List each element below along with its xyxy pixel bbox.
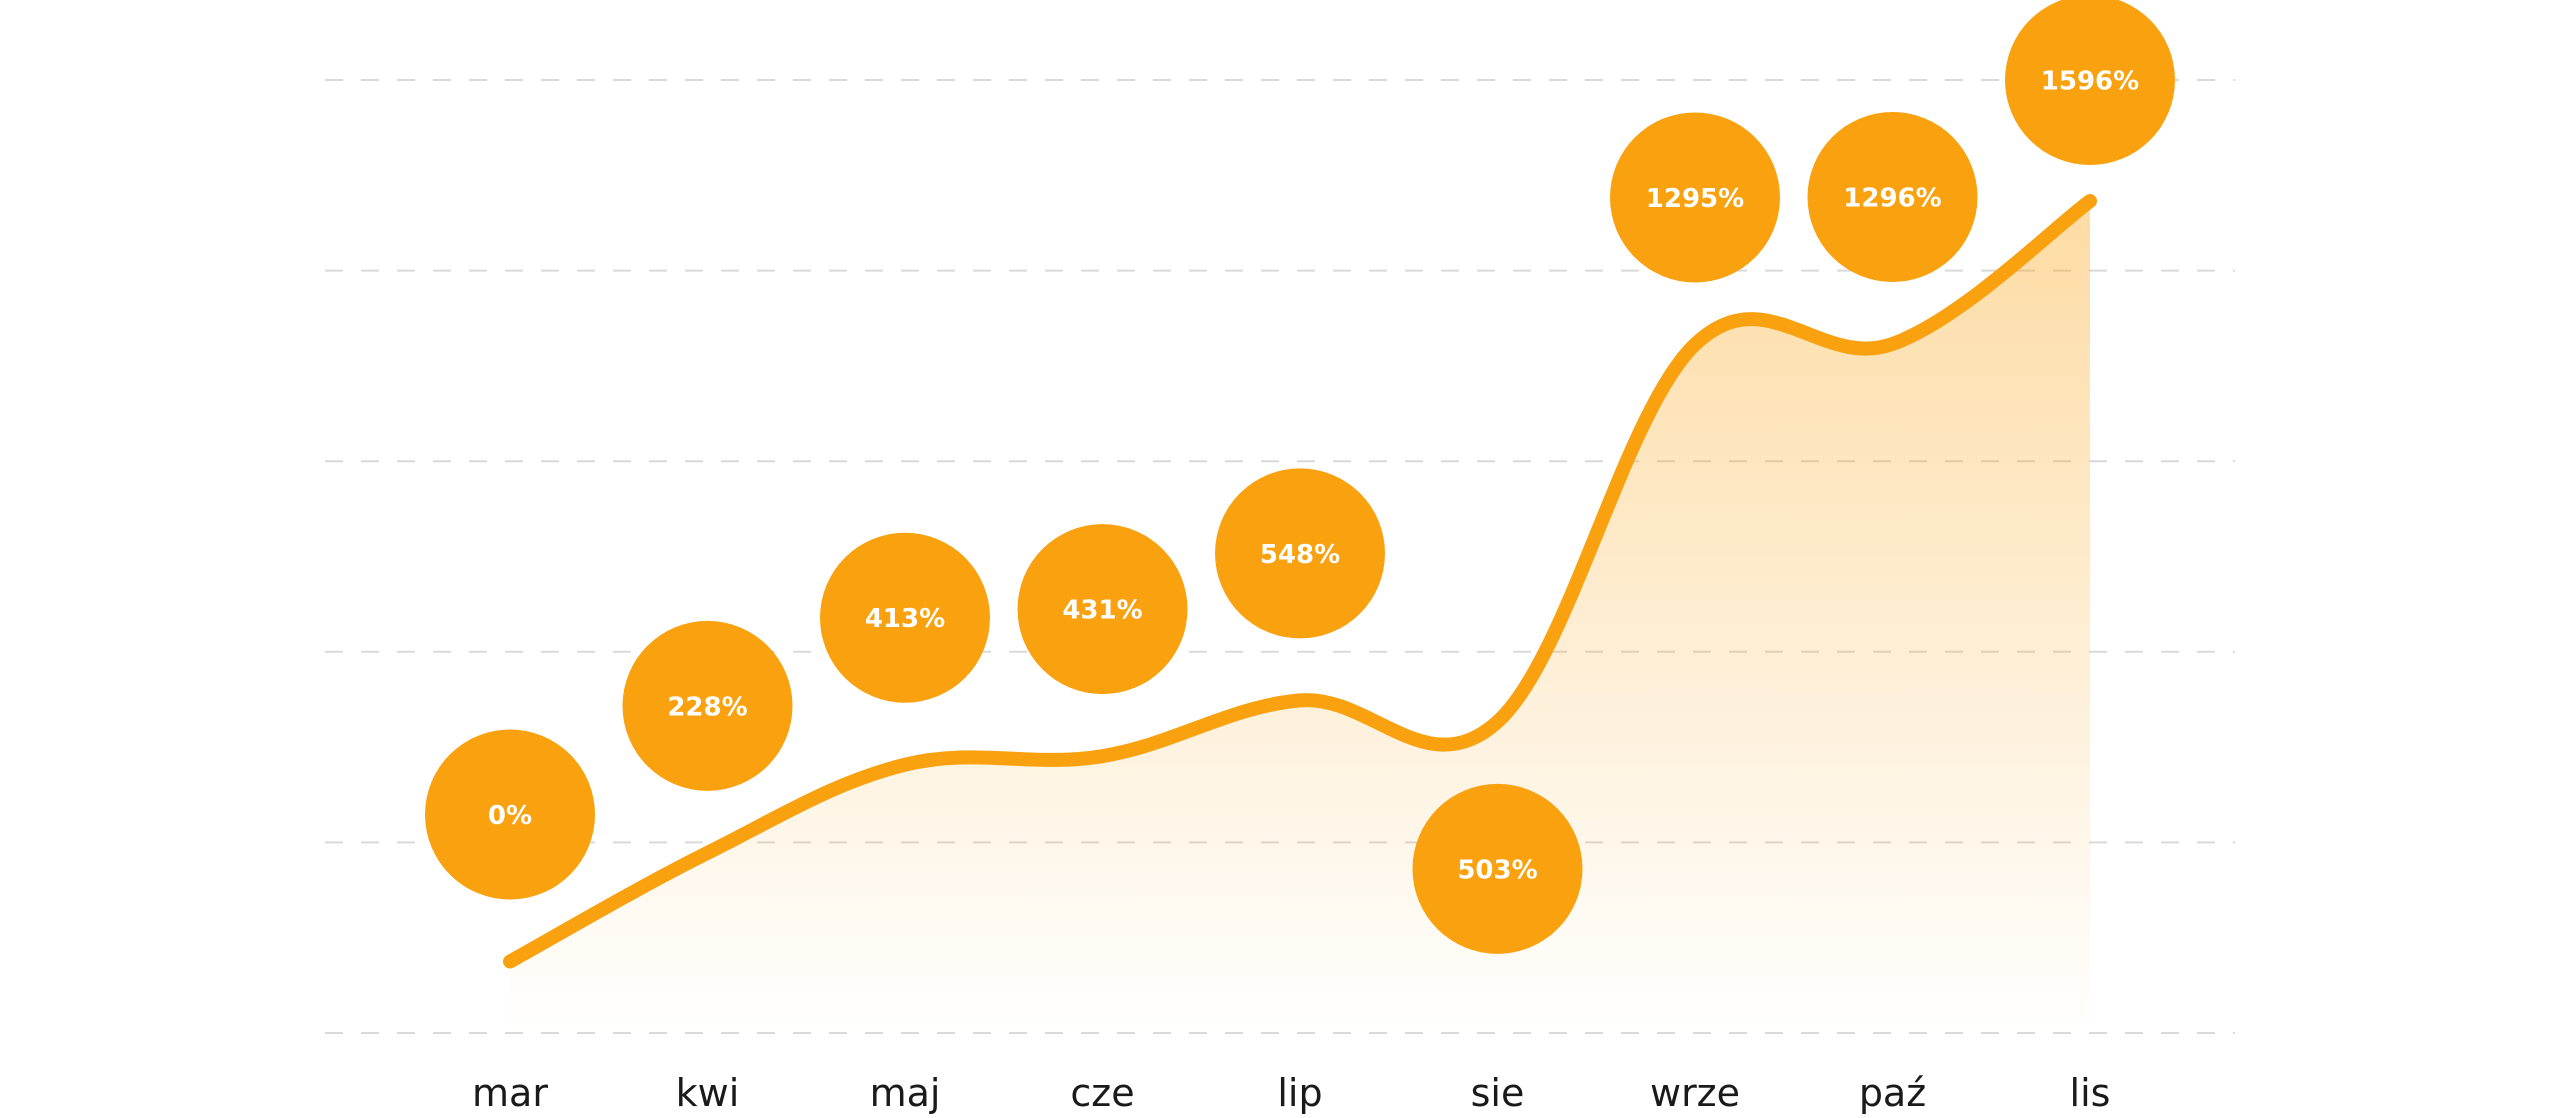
data-label: 1296%: [1843, 183, 1941, 213]
data-point-bubble: 1596%: [2005, 0, 2175, 166]
data-point-bubble: 0%: [425, 729, 595, 900]
data-point-bubble: 548%: [1215, 468, 1385, 639]
data-label: 413%: [865, 604, 945, 634]
data-bubble: [1610, 112, 1780, 283]
area-fill: [510, 201, 2090, 1033]
x-tick-label: maj: [870, 1071, 941, 1115]
data-bubble: [1412, 783, 1583, 954]
series-line: [503, 194, 2097, 969]
series-line-path: [503, 194, 2097, 969]
data-bubble: [2005, 0, 2175, 166]
data-label: 1596%: [2041, 67, 2139, 97]
data-bubble: [820, 532, 990, 703]
data-bubble: [1807, 111, 1978, 282]
data-bubble: [1215, 468, 1385, 639]
area-fill-shape: [510, 201, 2090, 1033]
data-bubble: [622, 620, 793, 791]
data-point-bubble: 413%: [820, 532, 990, 703]
x-tick-label: lis: [2070, 1071, 2111, 1115]
x-tick-label: kwi: [676, 1071, 740, 1115]
data-label-bubbles: 0% 228% 413% 431% 548% 503% 1295% 1296% 1596%: [425, 0, 2175, 954]
x-tick-label: mar: [472, 1071, 548, 1115]
data-label: 0%: [488, 801, 532, 831]
data-point-bubble: 1295%: [1610, 112, 1780, 283]
data-point-bubble: 1296%: [1807, 111, 1978, 282]
data-point-bubble: 503%: [1412, 783, 1583, 954]
data-bubble: [1017, 524, 1188, 695]
data-point-bubble: 431%: [1017, 524, 1188, 695]
x-tick-label: paź: [1859, 1071, 1926, 1115]
data-label: 548%: [1260, 540, 1340, 570]
data-label: 431%: [1062, 596, 1142, 626]
x-tick-label: lip: [1277, 1071, 1322, 1115]
data-label: 1295%: [1646, 184, 1744, 214]
x-tick-label: sie: [1471, 1071, 1525, 1115]
data-label: 228%: [667, 692, 747, 722]
data-point-bubble: 228%: [622, 620, 793, 791]
x-axis-tick-labels: mar kwi maj cze lip sie wrze paź lis: [472, 1071, 2110, 1115]
x-tick-label: wrze: [1650, 1071, 1740, 1115]
data-bubble: [425, 729, 595, 900]
x-tick-label: cze: [1070, 1071, 1134, 1115]
data-label: 503%: [1457, 855, 1537, 885]
